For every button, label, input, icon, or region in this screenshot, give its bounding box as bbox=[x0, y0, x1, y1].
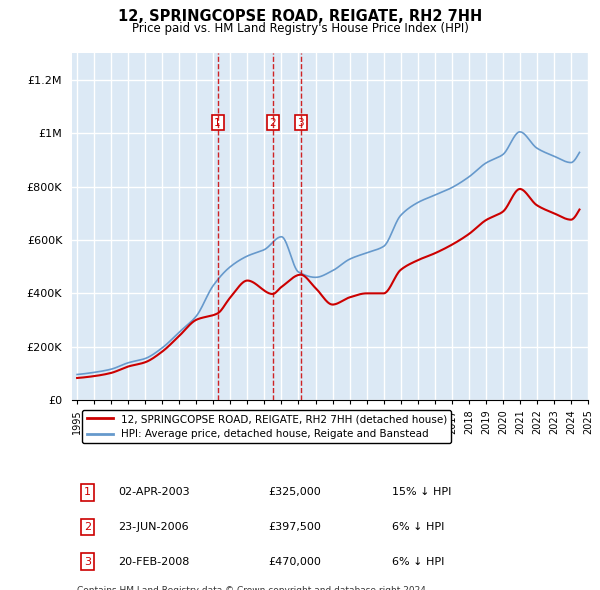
Text: £470,000: £470,000 bbox=[268, 557, 321, 566]
Text: Price paid vs. HM Land Registry's House Price Index (HPI): Price paid vs. HM Land Registry's House … bbox=[131, 22, 469, 35]
Text: 6% ↓ HPI: 6% ↓ HPI bbox=[392, 557, 444, 566]
Text: 1: 1 bbox=[214, 117, 221, 127]
Text: 23-JUN-2006: 23-JUN-2006 bbox=[118, 522, 189, 532]
Text: £325,000: £325,000 bbox=[268, 487, 321, 497]
Text: 1: 1 bbox=[84, 487, 91, 497]
Text: 02-APR-2003: 02-APR-2003 bbox=[118, 487, 190, 497]
Text: 2: 2 bbox=[84, 522, 91, 532]
Text: 2: 2 bbox=[269, 117, 276, 127]
Text: 3: 3 bbox=[298, 117, 304, 127]
Text: 12, SPRINGCOPSE ROAD, REIGATE, RH2 7HH: 12, SPRINGCOPSE ROAD, REIGATE, RH2 7HH bbox=[118, 9, 482, 24]
Text: 15% ↓ HPI: 15% ↓ HPI bbox=[392, 487, 451, 497]
Legend: 12, SPRINGCOPSE ROAD, REIGATE, RH2 7HH (detached house), HPI: Average price, det: 12, SPRINGCOPSE ROAD, REIGATE, RH2 7HH (… bbox=[82, 410, 451, 444]
Text: 6% ↓ HPI: 6% ↓ HPI bbox=[392, 522, 444, 532]
Text: Contains HM Land Registry data © Crown copyright and database right 2024.
This d: Contains HM Land Registry data © Crown c… bbox=[77, 586, 429, 590]
Text: 3: 3 bbox=[84, 557, 91, 566]
Text: £397,500: £397,500 bbox=[268, 522, 321, 532]
Text: 20-FEB-2008: 20-FEB-2008 bbox=[118, 557, 190, 566]
